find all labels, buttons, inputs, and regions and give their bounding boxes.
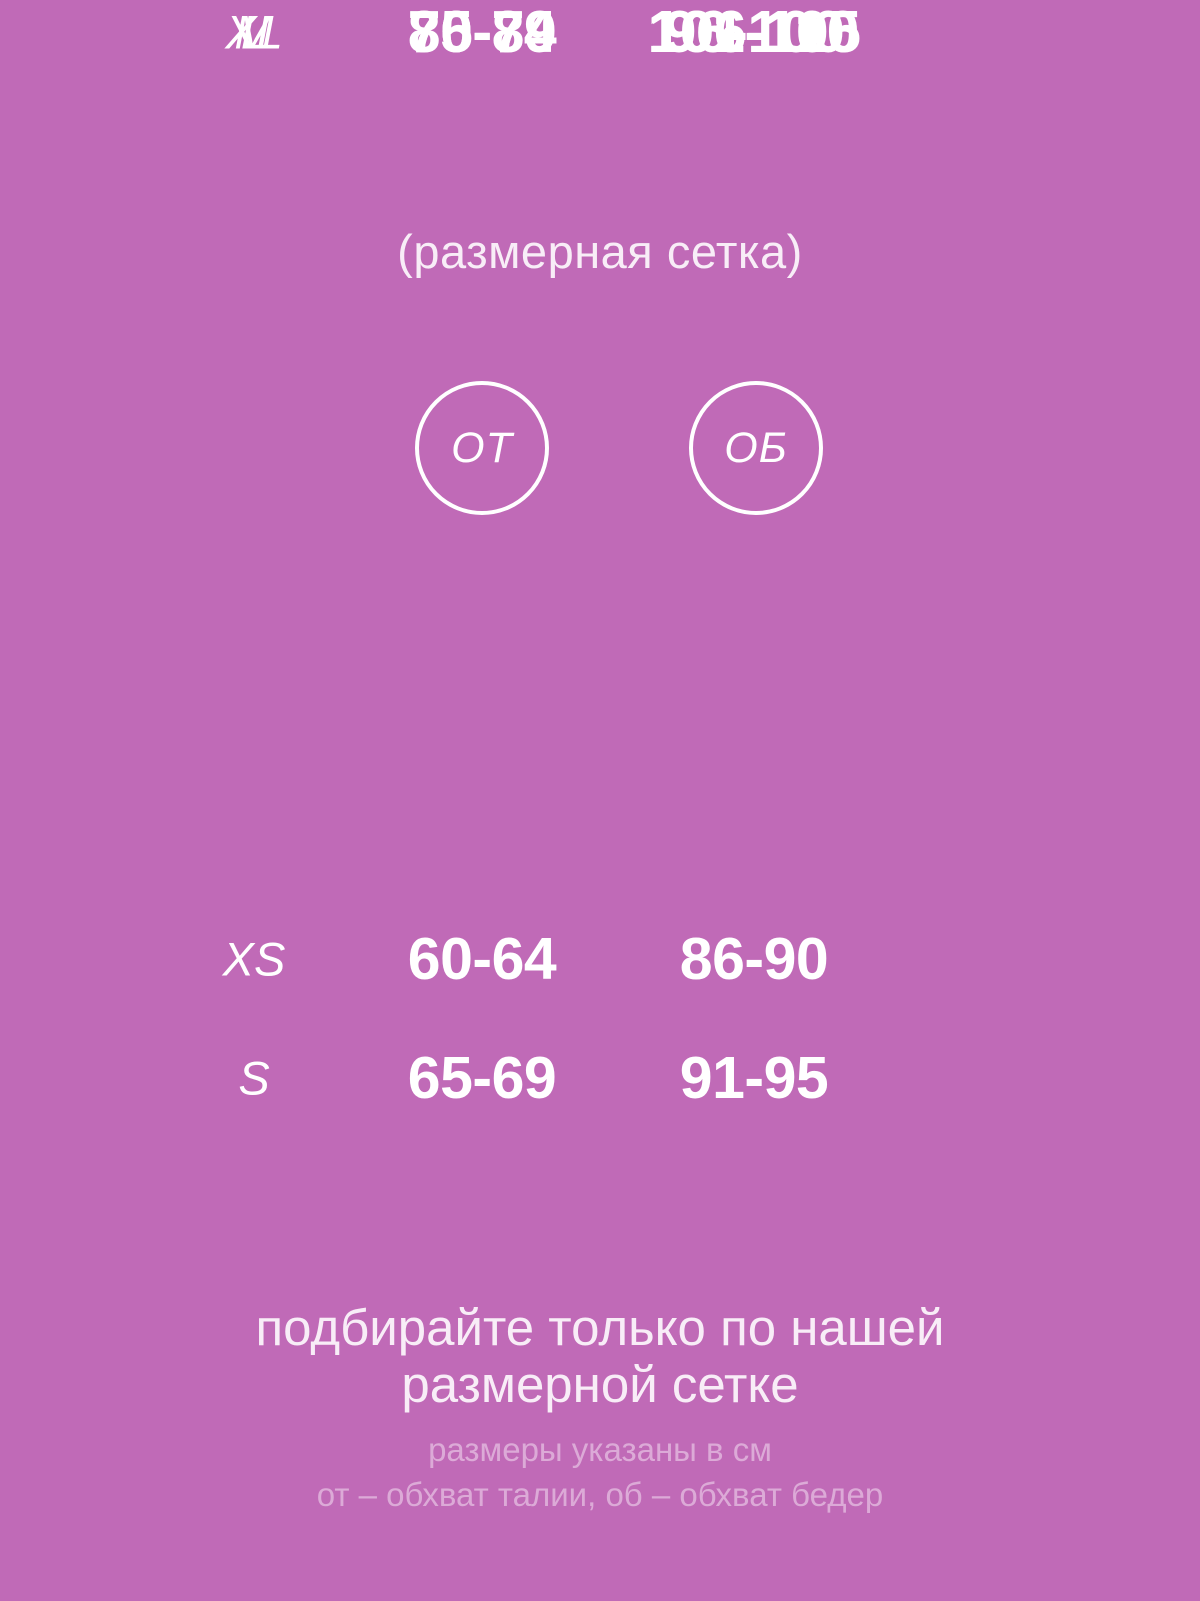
waist-range: 70-74 xyxy=(407,0,557,65)
size-label: L xyxy=(240,5,268,59)
table-row-m: M 70-74 96-100 xyxy=(0,0,1200,65)
hips-range: 101-105 xyxy=(647,0,861,65)
table-row-xs: XS 60-64 86-90 xyxy=(0,926,1200,992)
table-row-l: L 75-79 101-105 xyxy=(0,0,1200,65)
table-row-xl: XL 80-84 106-110 xyxy=(0,0,1200,65)
table-row-s: S 65-69 91-95 xyxy=(0,1045,1200,1111)
waist-range: 60-64 xyxy=(407,926,557,992)
size-label: XS xyxy=(222,932,286,986)
waist-column-label: ОТ xyxy=(451,423,513,472)
waist-range: 75-79 xyxy=(407,0,557,65)
footnote: размеры указаны в см от – обхват талии, … xyxy=(0,1427,1200,1517)
advice-note: подбирайте только по нашей размерной сет… xyxy=(0,1299,1200,1413)
waist-range: 80-84 xyxy=(407,0,557,65)
hips-range: 91-95 xyxy=(679,1045,829,1111)
hips-column-badge: ОБ xyxy=(689,381,823,515)
hips-range: 96-100 xyxy=(663,0,845,65)
hips-range: 106-110 xyxy=(649,0,859,65)
size-label: M xyxy=(234,5,274,59)
advice-note-line1: подбирайте только по нашей xyxy=(255,1299,945,1356)
advice-note-line2: размерной сетке xyxy=(401,1356,799,1413)
waist-column-badge: ОТ xyxy=(415,381,549,515)
size-label: S xyxy=(238,1051,270,1105)
hips-column-label: ОБ xyxy=(724,423,788,472)
hips-range: 86-90 xyxy=(679,926,829,992)
page-title: (размерная сетка) xyxy=(397,225,803,278)
size-label: XL xyxy=(225,5,283,59)
footnote-legend-line: от – обхват талии, об – обхват бедер xyxy=(316,1476,884,1513)
footnote-units-line: размеры указаны в см xyxy=(428,1431,772,1468)
waist-range: 65-69 xyxy=(407,1045,557,1111)
